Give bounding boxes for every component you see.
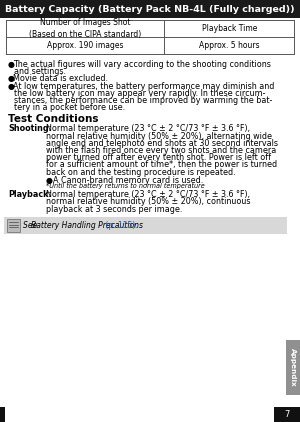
Text: *Until the battery returns to normal temperature: *Until the battery returns to normal tem…: [46, 183, 205, 189]
Text: Approx. 5 hours: Approx. 5 hours: [199, 41, 260, 50]
Text: ●: ●: [8, 60, 15, 69]
Text: Battery Capacity (Battery Pack NB-4L (Fully charged)): Battery Capacity (Battery Pack NB-4L (Fu…: [5, 5, 295, 14]
Text: playback at 3 seconds per image.: playback at 3 seconds per image.: [46, 205, 182, 214]
Text: 7: 7: [284, 410, 290, 419]
Text: ●A Canon-brand memory card is used.: ●A Canon-brand memory card is used.: [46, 176, 203, 185]
Text: power turned off after every tenth shot. Power is left off: power turned off after every tenth shot.…: [46, 153, 271, 162]
Bar: [274, 407, 300, 422]
Text: Number of Images Shot
(Based on the CIPA standard): Number of Images Shot (Based on the CIPA…: [29, 19, 141, 38]
Text: and settings.: and settings.: [14, 67, 66, 76]
Bar: [7, 219, 20, 232]
Text: back on and the testing procedure is repeated.: back on and the testing procedure is rep…: [46, 168, 236, 176]
Text: Appendix: Appendix: [290, 348, 296, 387]
Text: the low battery icon may appear very rapidly. In these circum-: the low battery icon may appear very rap…: [14, 89, 266, 98]
Text: (p. 115).: (p. 115).: [103, 221, 138, 230]
Text: Test Conditions: Test Conditions: [8, 114, 98, 124]
Text: Normal temperature (23 °C ± 2 °C/73 °F ± 3.6 °F),: Normal temperature (23 °C ± 2 °C/73 °F ±…: [46, 124, 250, 133]
Text: ●: ●: [8, 81, 15, 91]
Text: Battery Handling Precautions: Battery Handling Precautions: [31, 221, 143, 230]
Text: Movie data is excluded.: Movie data is excluded.: [13, 74, 108, 84]
Text: ●: ●: [8, 74, 15, 84]
Text: At low temperatures, the battery performance may diminish and: At low temperatures, the battery perform…: [13, 81, 274, 91]
Text: tery in a pocket before use.: tery in a pocket before use.: [14, 103, 125, 112]
Text: angle end and telephoto end shots at 30 second intervals: angle end and telephoto end shots at 30 …: [46, 139, 278, 148]
Text: with the flash fired once every two shots and the camera: with the flash fired once every two shot…: [46, 146, 276, 155]
Text: The actual figures will vary according to the shooting conditions: The actual figures will vary according t…: [13, 60, 271, 69]
Text: for a sufficient amount of time*, then the power is turned: for a sufficient amount of time*, then t…: [46, 160, 277, 169]
Text: Normal temperature (23 °C ± 2 °C/73 °F ± 3.6 °F),: Normal temperature (23 °C ± 2 °C/73 °F ±…: [46, 190, 250, 199]
Text: Approx. 190 images: Approx. 190 images: [47, 41, 124, 50]
Text: normal relative humidity (50% ± 20%), continuous: normal relative humidity (50% ± 20%), co…: [46, 197, 250, 206]
Bar: [0, 407, 5, 422]
Text: stances, the performance can be improved by warming the bat-: stances, the performance can be improved…: [14, 96, 272, 105]
Text: Shooting:: Shooting:: [8, 124, 52, 133]
Bar: [0, 0, 300, 18]
Text: normal relative humidity (50% ± 20%), alternating wide: normal relative humidity (50% ± 20%), al…: [46, 132, 272, 141]
Text: See: See: [23, 221, 40, 230]
Text: Playback:: Playback:: [8, 190, 52, 199]
Bar: [4, 217, 287, 234]
Bar: [286, 340, 300, 395]
Text: Playback Time: Playback Time: [202, 24, 257, 33]
